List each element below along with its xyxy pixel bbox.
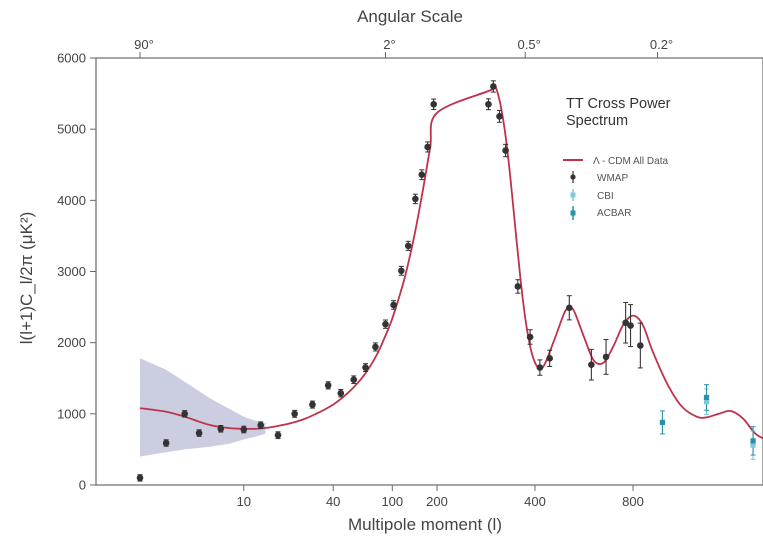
wmap-data-point-9 (309, 401, 316, 408)
wmap-data-point-21 (424, 143, 431, 151)
top-axis-title: Angular Scale (357, 7, 463, 26)
model-curve-layer (139, 84, 763, 440)
wmap-data-point-12 (350, 376, 358, 383)
cosmic-variance-band-layer (140, 358, 266, 457)
lcdm-model-curve (139, 84, 763, 440)
wmap-data-point-34 (622, 319, 629, 327)
wmap-data-point-27 (514, 283, 522, 290)
wmap-data-point-18 (404, 242, 412, 250)
top-tick-label-0: 90° (134, 37, 154, 52)
wmap-data-point-4 (217, 425, 225, 433)
y-tick-label-0: 0 (79, 478, 86, 493)
top-tick-label-2: 0.5° (518, 37, 541, 52)
x-axis-title: Multipole moment (l) (348, 515, 502, 534)
legend-label-wmap: WMAP (597, 173, 628, 184)
wmap-data-point-29 (536, 364, 544, 371)
y-tick-label-1000: 1000 (57, 406, 86, 421)
y-axis-title: l(l+1)C_l/2π (μK²) (17, 212, 36, 345)
x-tick-label-800: 800 (622, 494, 644, 509)
top-tick-label-3: 0.2° (650, 37, 673, 52)
y-tick-label-6000: 6000 (57, 51, 86, 66)
wmap-data-point-11 (337, 389, 345, 397)
axis-layer: 0 1000 2000 3000 4000 5000 6000 10 40 100 200 400 80… (57, 37, 673, 509)
acbar-data-point-1 (703, 394, 710, 401)
x-tick-label-10: 10 (237, 494, 251, 509)
wmap-data-point-6 (257, 421, 265, 429)
wmap-data-point-26 (502, 147, 509, 154)
wmap-data-point-16 (390, 301, 397, 309)
wmap-data-point-32 (588, 361, 595, 369)
legend-label-acbar: ACBAR (597, 208, 631, 219)
wmap-data-point-17 (398, 267, 405, 275)
wmap-data-point-15 (382, 320, 389, 328)
data-point-layer (136, 83, 756, 482)
cosmic-variance-band (140, 358, 266, 457)
wmap-data-point-14 (372, 343, 379, 351)
wmap-data-point-30 (546, 355, 553, 362)
legend-title-line-1: TT Cross Power (566, 96, 671, 112)
legend-wmap-swatch (570, 171, 576, 183)
wmap-data-point-23 (485, 100, 492, 108)
wmap-data-point-22 (430, 100, 437, 108)
x-tick-label-400: 400 (524, 494, 546, 509)
wmap-data-point-20 (418, 171, 426, 179)
legend-label-model: Λ - CDM All Data (593, 156, 668, 167)
wmap-data-point-33 (602, 353, 610, 361)
wmap-data-point-25 (496, 113, 503, 120)
x-tick-label-100: 100 (381, 494, 403, 509)
legend-label-cbi: CBI (597, 191, 614, 202)
wmap-data-point-19 (412, 195, 419, 203)
wmap-data-point-10 (324, 382, 332, 389)
wmap-data-point-28 (526, 333, 534, 341)
wmap-data-point-3 (195, 429, 203, 437)
legend-acbar-swatch (570, 206, 576, 220)
y-tick-label-5000: 5000 (57, 122, 86, 137)
wmap-data-point-36 (637, 342, 644, 349)
wmap-data-point-31 (566, 304, 573, 312)
wmap-data-point-7 (274, 431, 282, 439)
wmap-data-point-2 (181, 410, 189, 418)
wmap-data-point-0 (136, 474, 144, 482)
acbar-data-point-0 (659, 419, 665, 425)
legend-title-line-2: Spectrum (566, 113, 628, 129)
wmap-data-point-24 (490, 83, 497, 90)
wmap-data-point-1 (162, 439, 170, 447)
cbi-data-point-1 (750, 442, 756, 448)
legend: TT Cross Power Spectrum Λ - CDM All Data… (563, 96, 671, 220)
y-tick-label-2000: 2000 (57, 335, 86, 350)
y-tick-label-4000: 4000 (57, 193, 86, 208)
cbi-data-point-0 (703, 399, 710, 405)
wmap-data-point-5 (240, 426, 248, 433)
y-tick-label-3000: 3000 (57, 264, 86, 279)
x-tick-label-200: 200 (426, 494, 448, 509)
wmap-data-point-8 (291, 410, 298, 418)
wmap-data-point-13 (362, 364, 369, 371)
legend-cbi-swatch (570, 189, 576, 201)
acbar-data-point-2 (750, 438, 756, 444)
wmap-data-point-35 (627, 322, 634, 329)
top-tick-label-1: 2° (383, 37, 395, 52)
x-tick-label-40: 40 (326, 494, 340, 509)
